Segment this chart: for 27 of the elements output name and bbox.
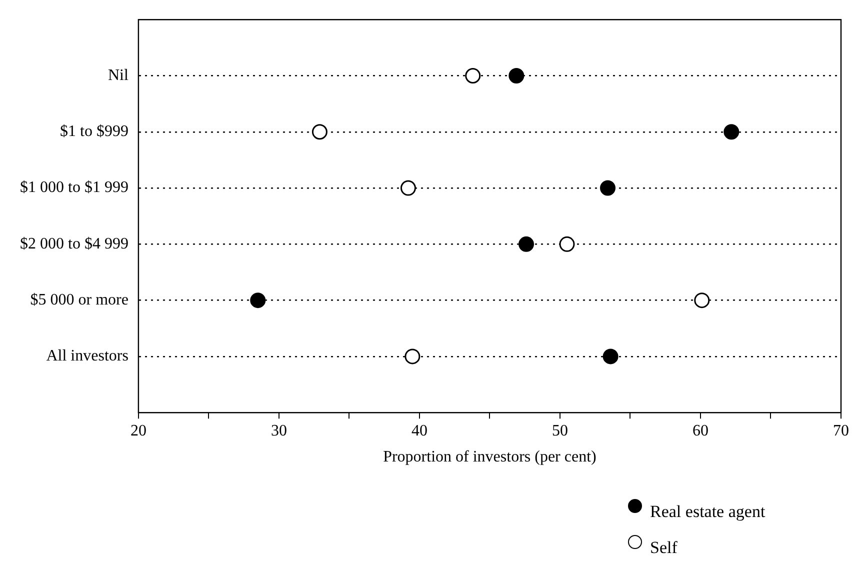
x-tick-label: 60 (692, 422, 708, 440)
point (559, 236, 575, 252)
point (250, 292, 266, 308)
y-tick-label: $1 000 to $1 999 (20, 179, 128, 196)
y-tick-label: Nil (108, 66, 129, 84)
point (465, 68, 481, 84)
point (312, 124, 328, 140)
y-tick-label: $5 000 or more (30, 292, 128, 309)
x-tick-label: 50 (552, 422, 568, 440)
legend-label: Self (650, 538, 678, 558)
y-tick-label: $2 000 to $4 999 (20, 235, 128, 252)
point (508, 68, 524, 84)
x-tick-label: 20 (130, 422, 146, 440)
point (400, 180, 416, 196)
x-tick-label: 30 (270, 422, 287, 440)
point (602, 348, 618, 364)
legend-label: Real estate agent (650, 502, 766, 522)
point (404, 348, 420, 364)
y-tick-label: $1 to $999 (60, 123, 128, 140)
x-tick-label: 70 (833, 422, 849, 440)
x-axis-title: Proportion of investors (per cent) (383, 448, 596, 466)
point (724, 124, 740, 140)
point (694, 292, 710, 308)
y-tick-label: All investors (46, 348, 128, 365)
point (600, 180, 616, 196)
x-tick-label: 40 (411, 422, 428, 440)
point (518, 236, 534, 252)
